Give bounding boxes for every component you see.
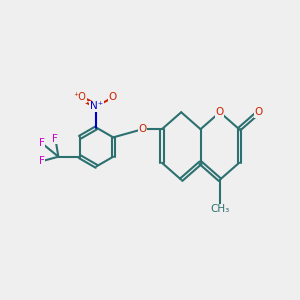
Text: N⁺: N⁺ (90, 101, 103, 111)
Text: O: O (138, 124, 147, 134)
Text: ⁺O: ⁺O (74, 92, 87, 102)
Text: O: O (216, 107, 224, 117)
Text: F: F (52, 134, 58, 144)
Text: CH₃: CH₃ (210, 204, 230, 214)
Text: F: F (39, 156, 45, 166)
Text: F: F (39, 138, 45, 148)
Text: O: O (109, 92, 117, 102)
Text: O: O (254, 107, 262, 117)
